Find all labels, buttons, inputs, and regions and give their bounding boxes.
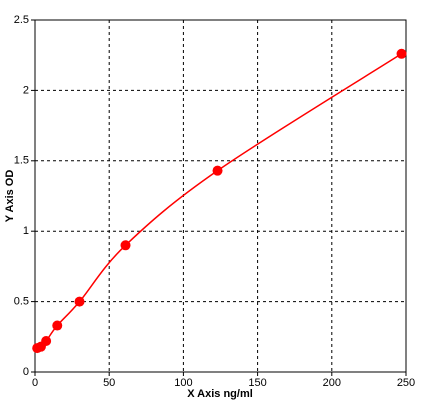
y-tick-label: 1.5 [14, 155, 29, 167]
x-tick-label: 150 [248, 377, 266, 389]
plot-frame [34, 19, 407, 373]
data-point [41, 336, 52, 347]
x-tick-label: 250 [397, 377, 415, 389]
fit-curve [36, 53, 402, 349]
data-point [212, 165, 223, 176]
data-point [74, 296, 85, 307]
x-axis-label: X Axis ng/ml [187, 388, 253, 400]
y-tick-label: 2 [23, 84, 29, 96]
x-tick-label: 50 [103, 377, 115, 389]
data-point [52, 320, 63, 331]
x-tick-label: 100 [174, 377, 192, 389]
y-tick-label: 0.5 [14, 296, 29, 308]
x-tick-label: 200 [323, 377, 341, 389]
y-tick-label: 0 [23, 366, 29, 378]
y-tick-label: 2.5 [14, 14, 29, 26]
x-tick-label: 0 [32, 377, 38, 389]
data-point [120, 240, 131, 251]
data-point [396, 48, 407, 59]
y-tick-label: 1 [23, 225, 29, 237]
y-axis-label: Y Axis OD [4, 170, 16, 223]
